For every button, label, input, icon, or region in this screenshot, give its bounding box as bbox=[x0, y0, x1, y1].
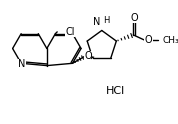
Text: H: H bbox=[104, 16, 110, 25]
Text: N: N bbox=[18, 59, 26, 69]
Text: O: O bbox=[145, 35, 152, 45]
Text: O: O bbox=[130, 13, 138, 23]
Polygon shape bbox=[91, 56, 95, 59]
Text: HCl: HCl bbox=[106, 86, 125, 96]
Text: Cl: Cl bbox=[65, 27, 75, 37]
Text: O: O bbox=[85, 51, 93, 61]
Text: N: N bbox=[93, 17, 100, 27]
Text: CH₃: CH₃ bbox=[162, 36, 178, 45]
